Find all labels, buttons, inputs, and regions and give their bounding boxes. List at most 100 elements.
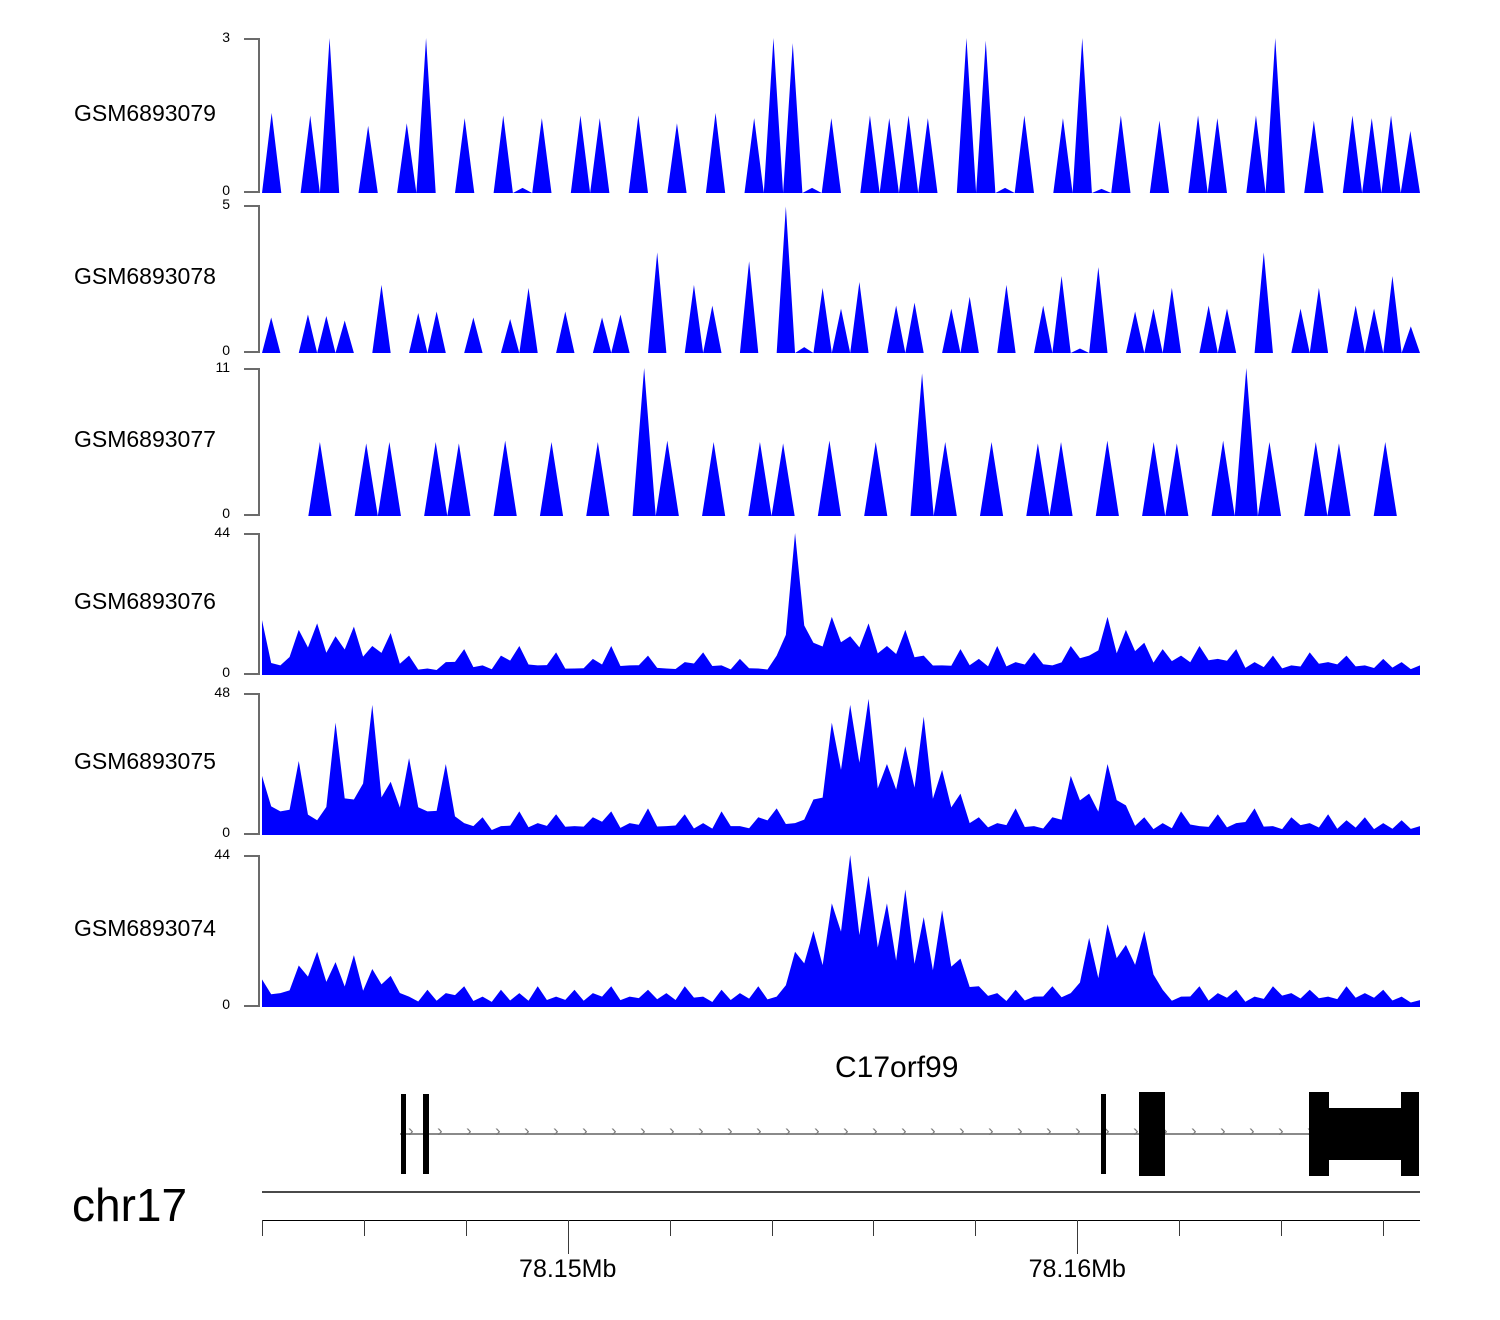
gene-annotation-track: C17orf99 ›››››››››››››››››››››››››››››››…	[0, 1050, 1500, 1200]
y-axis-tick	[244, 673, 258, 675]
exon-block	[1401, 1092, 1419, 1176]
y-axis-tick	[244, 38, 258, 40]
y-axis-tick	[244, 514, 258, 516]
strand-arrow-icon: ›	[959, 1121, 965, 1140]
genome-axis-tick-label: 78.15Mb	[519, 1255, 617, 1283]
strand-arrow-icon: ›	[437, 1121, 443, 1140]
y-axis-tick	[244, 1005, 258, 1007]
y-axis-tick	[244, 693, 258, 695]
track-y-axis	[244, 855, 262, 1007]
y-axis-tick	[244, 191, 258, 193]
genome-axis-tick	[262, 1220, 263, 1236]
strand-arrow-icon: ›	[756, 1121, 762, 1140]
strand-arrow-icon: ›	[1104, 1121, 1110, 1140]
coverage-plot-area	[262, 368, 1420, 516]
strand-arrow-icon: ›	[1220, 1121, 1226, 1140]
strand-arrow-icon: ›	[669, 1121, 675, 1140]
genome-axis-tick	[771, 1220, 773, 1236]
y-axis-line	[258, 693, 260, 835]
track-y-axis	[244, 693, 262, 835]
coverage-area-shape	[262, 698, 1420, 835]
coverage-plot-area	[262, 205, 1420, 353]
strand-arrow-icon: ›	[495, 1121, 501, 1140]
genome-axis-tick	[669, 1220, 671, 1236]
strand-arrow-icon: ›	[1249, 1121, 1255, 1140]
y-axis-min-label: 0	[222, 664, 230, 680]
coverage-track: GSM6893079 3 0	[0, 29, 1500, 198]
genome-axis-line	[262, 1220, 1420, 1221]
y-axis-max-label: 44	[214, 524, 230, 540]
y-axis-max-label: 11	[215, 359, 230, 375]
strand-arrow-icon: ›	[582, 1121, 588, 1140]
y-axis-tick	[244, 368, 258, 370]
genome-axis-tick	[1179, 1220, 1181, 1236]
strand-arrow-icon: ›	[814, 1121, 820, 1140]
genome-axis-tick	[873, 1220, 875, 1236]
gene-model: ›››››››››››››››››››››››››››››››››››	[0, 1050, 1500, 1200]
strand-arrow-icon: ›	[466, 1121, 472, 1140]
coverage-area-svg	[262, 698, 1420, 835]
coverage-area-svg	[262, 855, 1420, 1007]
strand-arrow-icon: ›	[727, 1121, 733, 1140]
genome-axis-tick	[567, 1220, 569, 1254]
coverage-area-shape	[262, 855, 1420, 1007]
track-sample-label: GSM6893078	[74, 263, 216, 289]
y-axis-min-label: 0	[222, 182, 230, 198]
strand-arrow-icon: ›	[1191, 1121, 1197, 1140]
y-axis-tick	[244, 205, 258, 207]
coverage-plot-area	[262, 38, 1420, 193]
exon-block	[423, 1094, 429, 1174]
track-sample-label: GSM6893076	[74, 588, 216, 614]
exon-block	[401, 1094, 406, 1174]
strand-arrow-icon: ›	[901, 1121, 907, 1140]
y-axis-max-label: 3	[222, 29, 230, 45]
strand-arrow-icon: ›	[930, 1121, 936, 1140]
coverage-area-shape	[262, 38, 1420, 193]
track-sample-label: GSM6893079	[74, 99, 216, 126]
strand-arrow-icon: ›	[640, 1121, 646, 1140]
genome-axis-ticks: 78.15Mb 78.16Mb	[0, 1185, 1500, 1305]
y-axis-max-label: 5	[222, 196, 230, 212]
strand-arrow-icon: ›	[1075, 1121, 1081, 1140]
strand-arrow-icon: ›	[1278, 1121, 1284, 1140]
genome-coordinate-axis: chr17 78.15Mb 78.16Mb	[0, 1179, 1500, 1305]
exon-block	[1139, 1092, 1165, 1176]
y-axis-tick	[244, 855, 258, 857]
coverage-track: GSM6893077 11 0	[0, 359, 1500, 521]
track-y-axis	[244, 368, 262, 516]
coverage-area-svg	[262, 206, 1420, 353]
track-sample-label: GSM6893074	[74, 915, 216, 941]
coverage-area-shape	[262, 368, 1420, 516]
coverage-area-shape	[262, 533, 1420, 675]
y-axis-line	[258, 38, 260, 193]
strand-arrow-icon: ›	[524, 1121, 530, 1140]
y-axis-min-label: 0	[222, 342, 230, 358]
genome-axis-tick	[1382, 1220, 1384, 1236]
coverage-plot-area	[262, 533, 1420, 675]
track-y-axis	[244, 38, 262, 193]
coverage-track: GSM6893074 44 0	[0, 846, 1500, 1012]
strand-arrow-icon: ›	[611, 1121, 617, 1140]
genome-axis-tick	[1281, 1220, 1283, 1236]
exon-block	[1329, 1108, 1401, 1160]
genome-axis-tick	[975, 1220, 977, 1236]
chromosome-label: chr17	[72, 1179, 188, 1231]
axis-separator-line	[262, 1191, 1420, 1193]
strand-arrow-icon: ›	[843, 1121, 849, 1140]
track-sample-label: GSM6893077	[74, 426, 216, 452]
exon-block	[1309, 1092, 1329, 1176]
coverage-area-shape	[262, 206, 1420, 353]
y-axis-tick	[244, 533, 258, 535]
track-y-axis	[244, 533, 262, 675]
coverage-plot-area	[262, 855, 1420, 1007]
y-axis-tick	[244, 833, 258, 835]
coverage-area-svg	[262, 368, 1420, 516]
strand-arrow-icon: ›	[553, 1121, 559, 1140]
exon-block	[1101, 1094, 1106, 1174]
y-axis-max-label: 48	[214, 684, 230, 700]
genome-axis-tick	[1077, 1220, 1079, 1254]
y-axis-min-label: 0	[222, 824, 230, 840]
genome-axis-tick	[465, 1220, 467, 1236]
intron-line	[400, 1133, 1418, 1135]
